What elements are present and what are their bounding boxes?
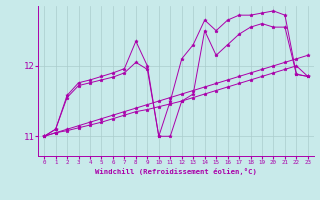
X-axis label: Windchill (Refroidissement éolien,°C): Windchill (Refroidissement éolien,°C) xyxy=(95,168,257,175)
